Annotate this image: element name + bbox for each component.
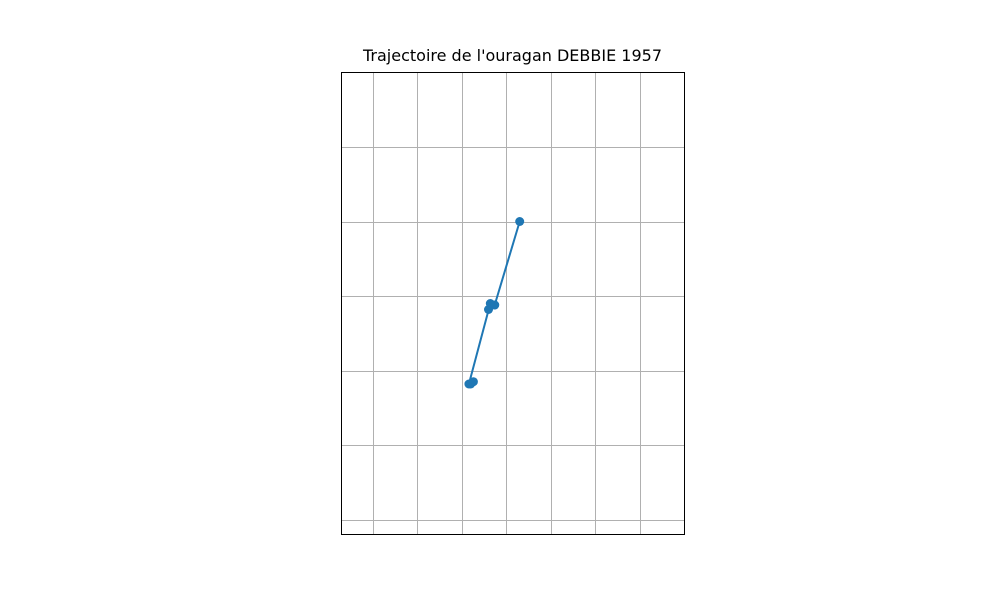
track-point	[485, 299, 495, 308]
chart-title: Trajectoire de l'ouragan DEBBIE 1957	[363, 46, 662, 65]
track-point	[515, 217, 525, 226]
axes-frame	[341, 72, 685, 535]
series-layer	[464, 217, 525, 389]
track-point	[466, 379, 476, 389]
grid-layer	[341, 72, 685, 535]
